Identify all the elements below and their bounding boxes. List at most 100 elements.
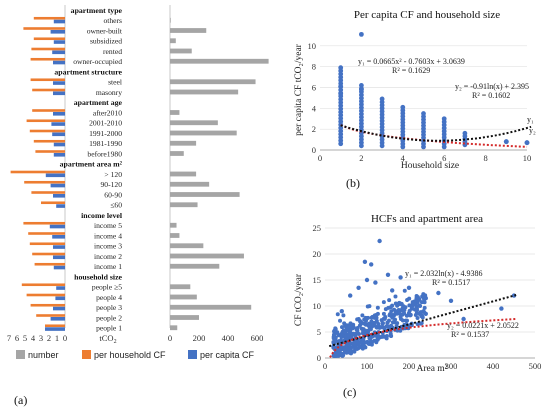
panel-b-scatter: Per capita CF and household size Househo…: [294, 9, 536, 190]
data-point: [341, 313, 346, 318]
row-label: ≤60: [110, 201, 122, 210]
group-title-1: apartment structure: [54, 67, 122, 76]
panel-c-eq2-r2: R² = 0.1537: [451, 330, 489, 339]
x-tick-label: 300: [445, 361, 458, 371]
legend-label-0: number: [28, 350, 59, 360]
row-label: 1981-1990: [89, 139, 122, 148]
data-point: [387, 298, 392, 303]
panel-c-eq1-r2: R² = 0.1517: [432, 278, 470, 287]
row-label: after2010: [93, 108, 122, 117]
data-point: [347, 342, 352, 347]
per-capita-cf-bar: [53, 91, 65, 96]
per-capita-cf-bar: [53, 40, 65, 44]
left-tick-label: 2: [47, 333, 51, 343]
y-tick-label: 15: [313, 275, 322, 285]
household-cf-bar: [28, 232, 65, 235]
x-tick-label: 10: [523, 153, 532, 163]
household-cf-bar: [36, 314, 65, 317]
data-point: [369, 334, 374, 339]
row-label: income 1: [94, 262, 122, 271]
panel-b-fit-lines: [340, 124, 532, 148]
left-tick-label: 4: [31, 333, 36, 343]
household-cf-bar: [10, 170, 66, 174]
row-label: rented: [103, 47, 122, 56]
number-bar: [170, 140, 197, 146]
x-tick-label: 0: [323, 361, 327, 371]
data-point: [398, 275, 403, 280]
data-point: [354, 340, 359, 345]
number-bar: [170, 130, 237, 136]
per-capita-cf-bar: [50, 317, 65, 321]
fit-line-y₁: [329, 318, 517, 358]
per-capita-cf-bar: [53, 265, 65, 270]
row-label: > 120: [104, 170, 122, 179]
data-point: [462, 130, 468, 136]
data-point: [374, 324, 379, 329]
data-point: [400, 318, 405, 323]
row-label: people 4: [96, 293, 122, 302]
number-bar: [170, 110, 180, 115]
group-title-0: apartment type: [71, 6, 123, 15]
data-point: [381, 300, 386, 305]
panel-c-eq1: y₁ = 2.032ln(x) - 4.9386: [405, 269, 483, 278]
per-capita-cf-bar: [53, 255, 65, 260]
per-capita-cf-bar: [53, 142, 65, 147]
row-label: people ≥5: [92, 283, 122, 292]
number-bar: [170, 151, 184, 156]
panel-b-title: Per capita CF and household size: [354, 9, 500, 21]
panel-c-axes: 0 5 10 15 20 25 0 100 200 300 400 500: [313, 223, 542, 371]
household-cf-bar: [23, 221, 65, 225]
number-bar: [170, 233, 180, 238]
household-cf-bar: [29, 242, 65, 246]
number-bar: [170, 17, 171, 23]
row-label: income 3: [94, 242, 122, 251]
data-point: [406, 285, 412, 290]
data-point: [384, 336, 389, 341]
per-capita-cf-bar: [52, 235, 65, 239]
data-point: [350, 349, 355, 354]
number-bar: [170, 294, 197, 300]
household-cf-bar: [30, 57, 66, 61]
household-cf-bar: [23, 27, 65, 30]
data-point: [333, 327, 338, 332]
y-tick-label: 2: [312, 124, 316, 134]
data-point: [343, 324, 348, 329]
legend-swatch-2: [188, 350, 197, 359]
data-point: [405, 297, 410, 302]
household-cf-bar: [26, 293, 66, 297]
data-point: [374, 318, 379, 323]
data-point: [363, 345, 368, 350]
per-capita-cf-bar: [55, 296, 65, 301]
household-cf-bar: [33, 16, 65, 20]
panel-b-points: [338, 31, 530, 150]
data-point: [361, 327, 366, 332]
data-point: [340, 352, 345, 357]
data-point: [400, 312, 405, 317]
data-point: [503, 139, 509, 145]
panel-a-unit-label: tCO2: [99, 333, 116, 345]
row-label: subsidized: [90, 37, 122, 46]
data-point: [418, 303, 423, 308]
row-label: people 2: [96, 313, 122, 322]
row-label: masonry: [96, 88, 122, 97]
x-tick-label: 0: [318, 153, 322, 163]
household-cf-bar: [33, 139, 65, 143]
data-point: [404, 318, 409, 323]
data-point: [368, 339, 373, 344]
row-label: 60-90: [104, 190, 122, 199]
number-bar: [170, 243, 204, 249]
data-point: [390, 315, 395, 320]
fit-line-y₁: [340, 124, 532, 142]
panel-b-eq1-r2: R² = 0.1629: [392, 66, 430, 75]
data-point: [415, 299, 420, 304]
data-point: [415, 295, 420, 300]
data-point: [524, 140, 530, 146]
left-tick-label: 0: [63, 333, 67, 343]
row-label: before1980: [87, 149, 122, 158]
y-tick-label: 4: [312, 103, 317, 113]
legend-swatch-1: [82, 350, 91, 359]
number-bar: [170, 38, 176, 44]
data-point: [423, 296, 428, 301]
data-point: [414, 306, 419, 311]
data-point: [422, 305, 427, 310]
